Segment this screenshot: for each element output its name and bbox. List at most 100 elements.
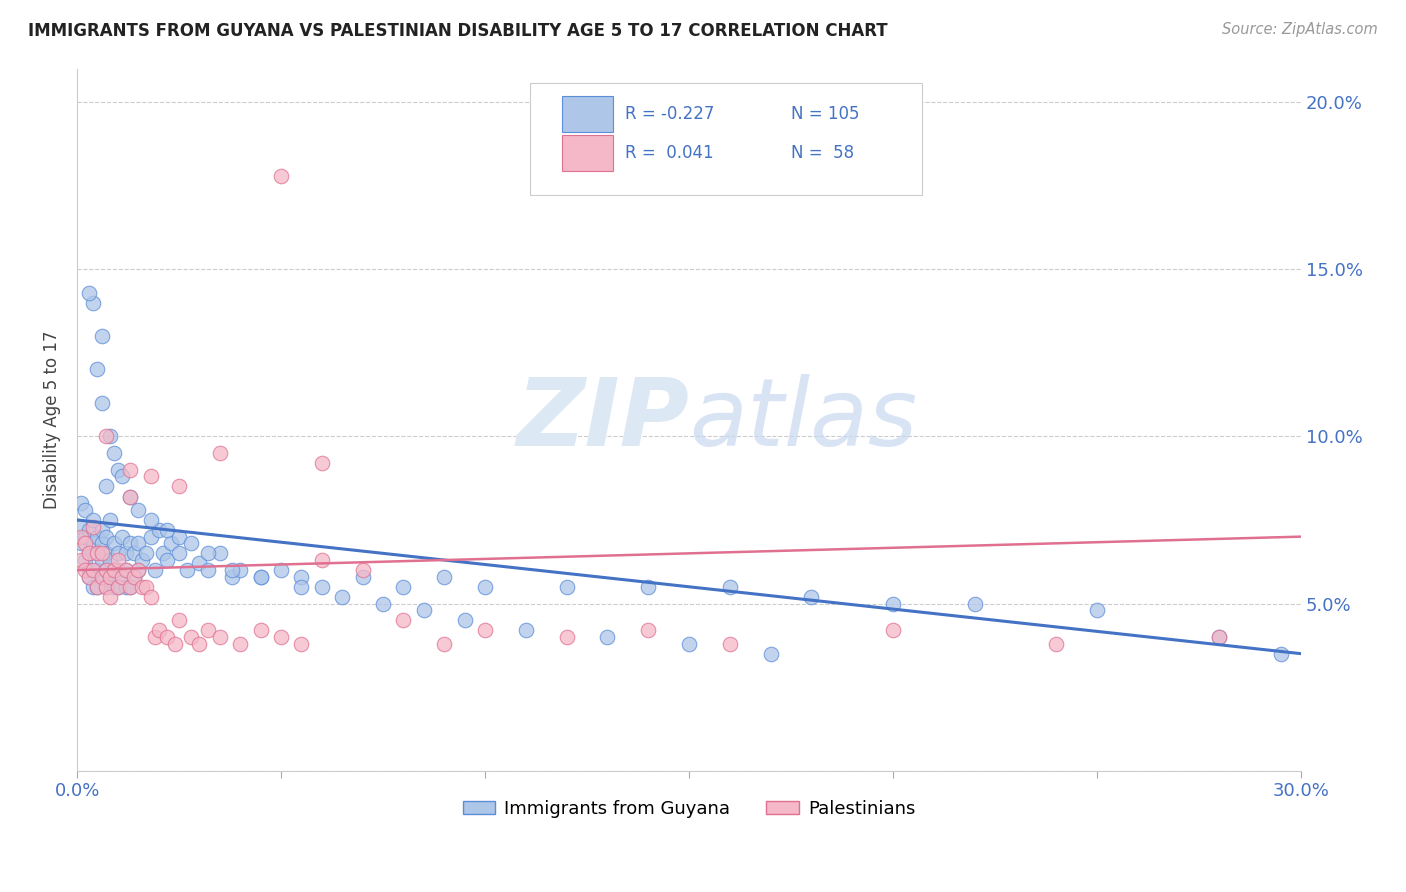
Point — [208, 446, 231, 460]
Point — [82, 513, 104, 527]
Point — [94, 546, 117, 560]
Point — [290, 637, 312, 651]
Point — [107, 546, 129, 560]
Legend: Immigrants from Guyana, Palestinians: Immigrants from Guyana, Palestinians — [456, 792, 922, 825]
Point — [1045, 637, 1067, 651]
Point — [103, 563, 125, 577]
Point — [94, 479, 117, 493]
Point — [70, 536, 93, 550]
Point — [90, 329, 112, 343]
Point — [107, 463, 129, 477]
Text: Source: ZipAtlas.com: Source: ZipAtlas.com — [1222, 22, 1378, 37]
Point — [94, 429, 117, 443]
Point — [311, 456, 333, 470]
Point — [90, 536, 112, 550]
Point — [122, 570, 145, 584]
Point — [453, 613, 475, 627]
Point — [188, 557, 211, 571]
Point — [1208, 630, 1230, 644]
Point — [90, 553, 112, 567]
Point — [94, 580, 117, 594]
Point — [352, 563, 374, 577]
Point — [135, 546, 157, 560]
Point — [139, 513, 162, 527]
Point — [90, 523, 112, 537]
Point — [103, 536, 125, 550]
Point — [249, 570, 271, 584]
Point — [86, 530, 108, 544]
Point — [86, 362, 108, 376]
Point — [392, 613, 415, 627]
Point — [208, 630, 231, 644]
Point — [120, 580, 142, 594]
Point — [127, 503, 149, 517]
Point — [82, 519, 104, 533]
Point — [208, 546, 231, 560]
Point — [120, 490, 142, 504]
Point — [90, 396, 112, 410]
Text: R =  0.041: R = 0.041 — [626, 144, 714, 161]
Point — [139, 469, 162, 483]
Point — [82, 536, 104, 550]
Point — [270, 169, 292, 183]
FancyBboxPatch shape — [562, 96, 613, 132]
Point — [86, 563, 108, 577]
Point — [156, 553, 179, 567]
Point — [152, 546, 174, 560]
Point — [70, 553, 93, 567]
Point — [290, 570, 312, 584]
Point — [94, 530, 117, 544]
Point — [330, 590, 353, 604]
Point — [98, 590, 121, 604]
Point — [79, 546, 101, 560]
Point — [555, 630, 578, 644]
Text: N = 105: N = 105 — [790, 105, 859, 123]
Point — [86, 580, 108, 594]
Point — [759, 647, 782, 661]
Text: IMMIGRANTS FROM GUYANA VS PALESTINIAN DISABILITY AGE 5 TO 17 CORRELATION CHART: IMMIGRANTS FROM GUYANA VS PALESTINIAN DI… — [28, 22, 887, 40]
Point — [352, 570, 374, 584]
Point — [70, 496, 93, 510]
Point — [107, 580, 129, 594]
Point — [1270, 647, 1292, 661]
Point — [122, 546, 145, 560]
Point — [79, 546, 101, 560]
Point — [79, 570, 101, 584]
Point — [115, 563, 138, 577]
Point — [70, 530, 93, 544]
Point — [963, 597, 986, 611]
Point — [311, 553, 333, 567]
Point — [1208, 630, 1230, 644]
Point — [86, 546, 108, 560]
Point — [111, 570, 134, 584]
Point — [249, 624, 271, 638]
Point — [135, 580, 157, 594]
Point — [79, 570, 101, 584]
Point — [882, 597, 904, 611]
Point — [127, 563, 149, 577]
FancyBboxPatch shape — [562, 135, 613, 171]
Point — [111, 570, 134, 584]
Point — [433, 570, 456, 584]
Point — [143, 563, 166, 577]
Point — [103, 446, 125, 460]
Point — [120, 463, 142, 477]
Point — [120, 490, 142, 504]
Point — [167, 530, 190, 544]
Point — [148, 624, 170, 638]
Point — [90, 570, 112, 584]
Point — [103, 563, 125, 577]
Point — [75, 563, 97, 577]
Point — [90, 570, 112, 584]
Point — [555, 580, 578, 594]
Point — [180, 536, 202, 550]
Point — [290, 580, 312, 594]
Point — [160, 536, 183, 550]
FancyBboxPatch shape — [530, 83, 921, 195]
Point — [139, 530, 162, 544]
Point — [637, 580, 659, 594]
Point — [86, 580, 108, 594]
Point — [120, 536, 142, 550]
Point — [249, 570, 271, 584]
Point — [79, 523, 101, 537]
